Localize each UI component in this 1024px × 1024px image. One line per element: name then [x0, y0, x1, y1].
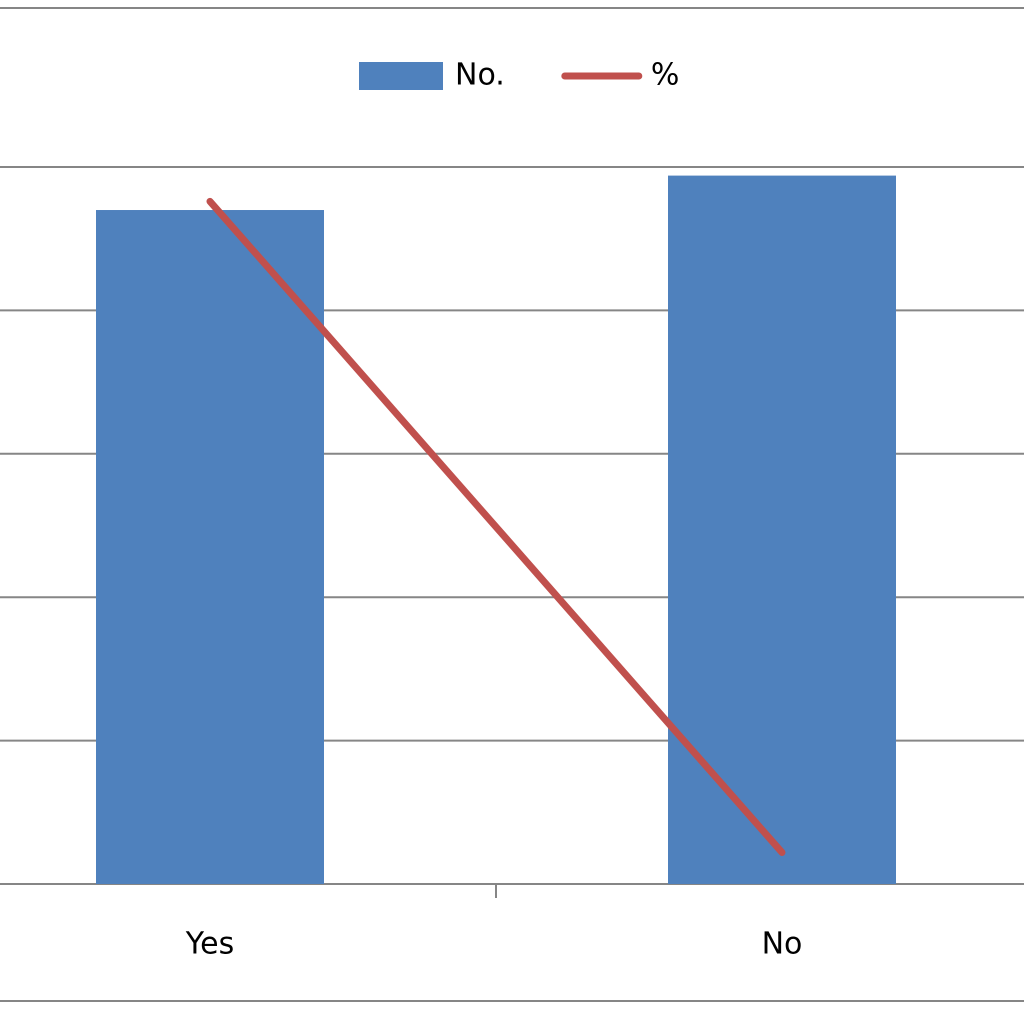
- legend-swatch: [359, 62, 443, 90]
- x-tick-label: No: [762, 927, 803, 962]
- bar: [96, 210, 324, 884]
- legend-label: %: [651, 58, 680, 93]
- line: [206, 197, 786, 856]
- x-tick-label: Yes: [185, 927, 234, 962]
- bar: [668, 175, 896, 884]
- legend-label: No.: [455, 58, 505, 93]
